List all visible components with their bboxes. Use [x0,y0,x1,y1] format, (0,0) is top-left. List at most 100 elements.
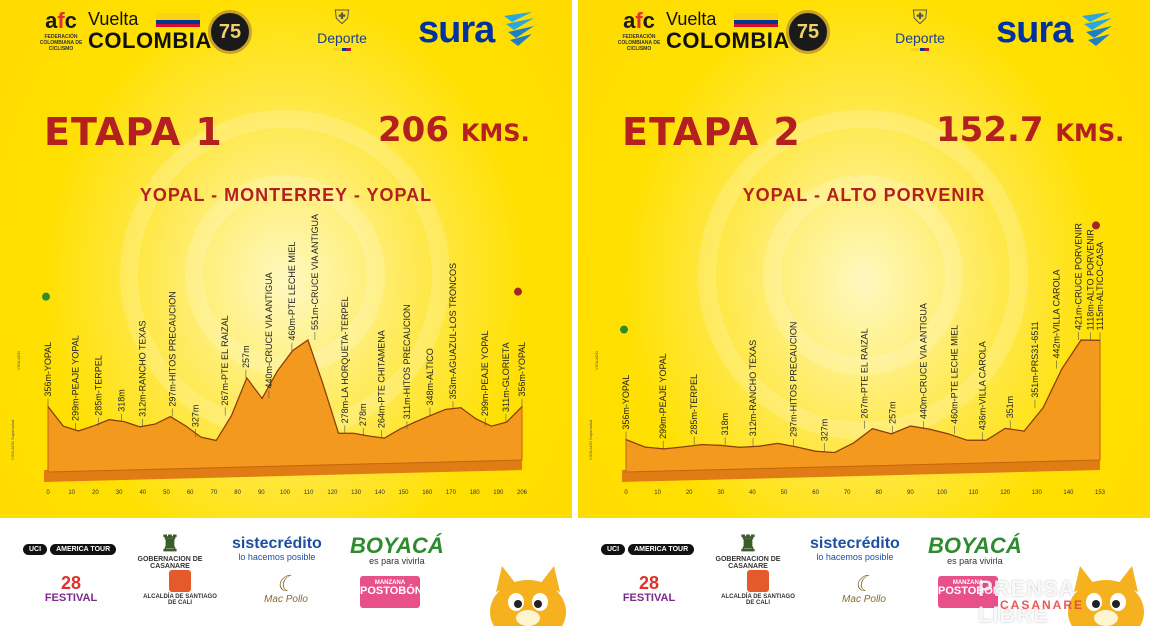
waypoint-label: 356m-YOPAL [621,375,631,430]
poster-header: afc FEDERACIÓN COLOMBIANA DE CICLISMO Vu… [578,0,1150,64]
fcc-logo: afc FEDERACIÓN COLOMBIANA DE CICLISMO [617,8,661,52]
stage-distance: 152.7 KMS. [936,110,1125,150]
x-tick-label: 40 [749,490,756,496]
poster-header: afc FEDERACIÓN COLOMBIANA DE CICLISMO Vu… [0,0,572,64]
x-tick-label: 180 [470,490,481,496]
waypoint-label: 299m-PEAJE YOPAL [658,353,668,439]
mascot-cat-icon [1068,566,1144,626]
waypoint-label: 312m-RANCHO TEXAS [137,320,147,416]
waypoint-label: 267m-PTE EL RAIZAL [860,328,870,418]
cali-logo: ALCALDÍA DE SANTIAGO DE CALI [718,570,798,607]
route-name: YOPAL - ALTO PORVENIR [742,185,986,205]
x-tick-label: 50 [781,490,788,496]
x-tick-label: 170 [446,490,457,496]
waypoint-label: 460m-PTE LECHE MIEL [949,325,959,424]
waypoint-label: 356m-YOPAL [517,342,527,397]
elevation-line [47,339,523,442]
fcc-logo: afc FEDERACIÓN COLOMBIANA DE CICLISMO [39,8,83,52]
waypoint-label: 551m-CRUCE VIA ANTIGUA [310,214,320,330]
vigilado-text: VIGILADO [16,351,21,370]
x-tick-label: 110 [969,490,979,496]
vigilado-text: VIGILADO [594,351,599,370]
x-tick-label: 90 [907,490,914,496]
75-anniversary-seal: 75 [208,10,252,54]
waypoint-label: 440m-CRUCE VIA ANTIGUA [264,272,274,388]
waypoint-label: 299m-PEAJE YOPAL [480,330,490,416]
waypoint-label: 353m-AGUAZUL-LOS TRONCOS [448,263,458,399]
finish-marker-icon [514,287,522,296]
x-tick-label: 30 [717,490,724,496]
waypoint-label: 1115m-ALTICO-CASA [1095,242,1105,331]
macpollo-logo: ☾ Mac Pollo [256,572,316,606]
poster-divider [572,0,578,626]
waypoint-label: 299m-PEAJE YOPAL [71,335,81,421]
waypoint-label: 327m [819,419,829,442]
waypoint-label: 327m [190,405,200,428]
waypoint-label: 421m-CRUCE PORVENIR [1073,223,1083,330]
chicken-icon: ☾ [276,571,296,596]
x-tick-label: 70 [844,490,851,496]
stage-distance: 206 KMS. [378,110,530,150]
x-tick-label: 80 [875,490,882,496]
sura-logo: sura [996,9,1073,51]
casanare-logo: ♜ GOBERNACION DE CASANARE [708,532,788,571]
colombia-label: COLOMBIA [88,28,212,53]
start-marker-icon [620,325,628,334]
x-tick-label: 50 [163,490,170,496]
x-tick-label: 90 [258,490,265,496]
waypoint-label: 442m-VILLA CAROLA [1052,269,1062,358]
x-tick-label: 0 [46,490,50,496]
x-tick-label: 153 [1095,490,1106,496]
finish-marker-icon [1092,221,1100,230]
ministerio-deporte-logo: ⛨ Deporte [888,6,952,51]
waypoint-label: 257m [241,345,251,368]
start-marker-icon [42,292,50,301]
chicken-icon: ☾ [854,571,874,596]
75-anniversary-seal: 75 [786,10,830,54]
waypoint-label: 351m-PRS31-6511 [1030,321,1040,397]
stage-title: ETAPA 1 [44,110,223,154]
waypoint-label: 318m [117,389,127,412]
x-tick-label: 150 [398,490,409,496]
supersalud-text: VIGILADO Supersalud [588,420,593,460]
shield-icon: ⛨ [912,7,928,29]
x-tick-label: 60 [812,490,819,496]
vuelta-label: Vuelta [88,9,139,29]
sistecredito-logo: sistecrédito lo hacemos posible [810,535,900,562]
waypoint-label: 348m-ALTICO [425,348,435,405]
waypoint-label: 285m-TERPEL [94,355,104,416]
waypoint-label: 297m-HITOS PRECAUCION [167,291,177,406]
cali-logo: ALCALDÍA DE SANTIAGO DE CALI [140,570,220,607]
ministerio-deporte-logo: ⛨ Deporte [310,6,374,51]
colombia-flag-icon [734,13,778,27]
x-tick-label: 190 [493,490,504,496]
x-tick-label: 130 [351,490,362,496]
x-tick-label: 160 [422,490,433,496]
postobon-logo: MANZANA POSTOBÓN [938,576,1001,608]
sistecredito-logo: sistecrédito lo hacemos posible [232,535,322,562]
sura-logo: sura [418,9,495,51]
waypoint-label: 297m-HITOS PRECAUCION [788,322,798,437]
mascot-cat-icon [490,566,566,626]
crest-icon: ♜ [160,531,180,556]
boyaca-logo: BOYACÁ es para vivirla [350,533,444,567]
sponsor-strip [578,518,1150,626]
elevation-line [625,339,1101,454]
waypoint-label: 267m-PTE EL RAIZAL [220,315,230,405]
shield-icon: ⛨ [334,7,350,29]
waypoint-label: 285m-TERPEL [689,374,699,435]
waypoint-label: 460m-PTE LECHE MIEL [287,242,297,341]
sura-wing-icon [1082,12,1112,46]
x-tick-label: 140 [375,490,386,496]
sponsor-strip [0,518,572,626]
boyaca-logo: BOYACÁ es para vivirla [928,533,1022,567]
x-tick-label: 100 [937,490,948,496]
festival-logo: 28 FESTIVAL [622,573,676,604]
waypoint-label: 312m-RANCHO TEXAS [748,340,758,436]
x-tick-label: 140 [1063,490,1074,496]
x-tick-label: 10 [68,490,75,496]
sura-wing-icon [504,12,534,46]
casanare-logo: ♜ GOBERNACION DE CASANARE [130,532,210,571]
stage-1-poster: afc FEDERACIÓN COLOMBIANA DE CICLISMO Vu… [0,0,572,626]
stage-title: ETAPA 2 [622,110,801,154]
